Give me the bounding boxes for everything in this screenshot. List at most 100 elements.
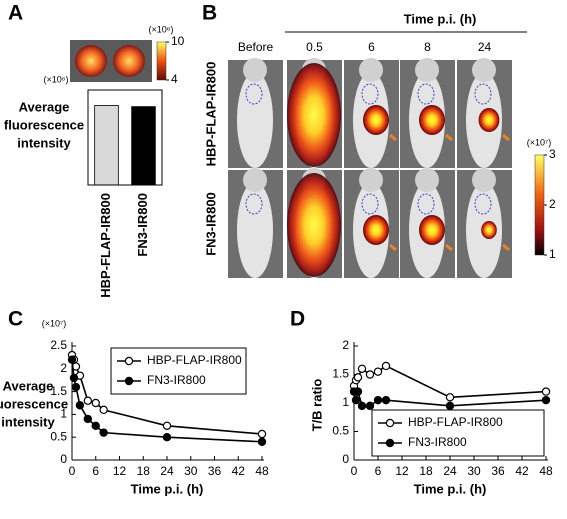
x-tick-label: FN3-IR800 [135, 193, 150, 257]
data-point [257, 437, 267, 446]
y-tick-label: 2 [60, 361, 67, 375]
signal [287, 63, 341, 167]
liver-outline [474, 83, 492, 105]
data-point [83, 414, 93, 424]
y-axis-label: T/B ratio [309, 379, 324, 432]
data-point [445, 401, 455, 411]
y-tick-label: 1.5 [332, 367, 349, 381]
arrow [445, 133, 453, 142]
y-tick-label: 2.5 [50, 338, 67, 352]
data-point [75, 401, 85, 410]
data-point [541, 387, 551, 396]
x-tick-label: 12 [113, 464, 127, 478]
legend-label: HBP-FLAP-IR800 [408, 415, 503, 429]
y-axis-label: fluorescence [0, 396, 68, 411]
x-tick-label: 36 [208, 464, 222, 478]
panel-label: D [290, 308, 305, 331]
x-tick-label: 24 [443, 464, 457, 478]
data-point [445, 393, 455, 402]
column-label: 24 [478, 40, 492, 54]
mouse-head [472, 168, 496, 192]
liver-outline [417, 83, 435, 105]
mouse-body [237, 72, 273, 168]
data-point [365, 401, 375, 411]
data-point [162, 421, 172, 430]
liver-outline [361, 83, 379, 105]
colorbar-scale: (×10⁷) [527, 137, 552, 147]
data-point [99, 428, 108, 437]
bar [94, 105, 119, 186]
x-tick-label: 6 [375, 464, 382, 478]
panel-label: A [8, 2, 23, 25]
liver-outline [245, 83, 263, 105]
data-point [83, 396, 93, 405]
legend-marker [124, 376, 134, 386]
mouse-head [359, 168, 383, 192]
data-point [373, 367, 383, 376]
data-point [351, 395, 361, 405]
liver-outline [361, 193, 379, 215]
legend-marker [385, 418, 395, 428]
mouse-head [243, 168, 267, 192]
mouse-head [415, 168, 439, 192]
x-tick-label: 24 [160, 464, 174, 478]
column-label: Before [238, 40, 274, 54]
colorbar-scale: (×10⁶) [149, 24, 174, 34]
y-axis-label: intensity [1, 414, 55, 429]
y-tick-label: 2 [342, 338, 349, 352]
y-tick-label: 0.5 [50, 429, 67, 443]
column-label: 8 [424, 40, 431, 54]
signal [419, 215, 445, 245]
y-tick-label: 0 [342, 452, 349, 466]
series-line [353, 365, 547, 399]
x-tick-label: 18 [137, 464, 151, 478]
image-title: Time p.i. (h) [404, 11, 477, 26]
colorbar-tick-label: 2 [549, 197, 556, 211]
mouse-head [415, 58, 439, 82]
row-label: HBP-FLAP-IR800 [203, 62, 218, 167]
x-tick-label: 30 [467, 464, 481, 478]
row-label: FN3-IR800 [203, 192, 218, 256]
data-point [357, 401, 367, 411]
x-tick-label: 36 [491, 464, 505, 478]
well [113, 45, 145, 77]
legend-label: FN3-IR800 [408, 435, 467, 449]
panel-label: B [202, 2, 217, 25]
data-point [381, 361, 391, 371]
mouse-head [359, 58, 383, 82]
data-point [162, 433, 172, 442]
colorbar [534, 154, 545, 256]
data-point [91, 421, 100, 430]
signal [363, 105, 389, 135]
y-axis-label: fluorescence [4, 117, 84, 132]
signal [478, 108, 500, 132]
arrow [389, 133, 397, 142]
colorbar-tick-label: 1 [549, 247, 556, 261]
data-point [357, 364, 367, 373]
x-tick-label: 48 [255, 464, 269, 478]
data-point [373, 395, 383, 405]
data-point [541, 395, 551, 405]
colorbar-tick-label: 3 [549, 147, 556, 161]
data-point [365, 370, 375, 379]
mouse-head [472, 58, 496, 82]
x-tick-label: 0 [351, 464, 358, 478]
y-tick-label: 0.5 [332, 424, 349, 438]
axis-scale: (×10⁷) [42, 318, 67, 328]
data-point [69, 373, 79, 383]
y-axis-label: Average [19, 99, 70, 114]
y-axis-label: Average [3, 378, 54, 393]
data-point [381, 395, 391, 405]
x-tick-label: HBP-FLAP-IR800 [98, 193, 113, 298]
data-point [71, 382, 81, 392]
signal [287, 173, 341, 277]
x-tick-label: 42 [515, 464, 529, 478]
column-label: 0.5 [306, 40, 323, 54]
legend-label: FN3-IR800 [147, 373, 206, 387]
y-tick-label: 1 [342, 395, 349, 409]
x-axis-label: Time p.i. (h) [131, 481, 204, 496]
legend-marker [385, 438, 395, 448]
x-tick-label: 6 [92, 464, 99, 478]
y-axis-label: intensity [17, 135, 71, 150]
